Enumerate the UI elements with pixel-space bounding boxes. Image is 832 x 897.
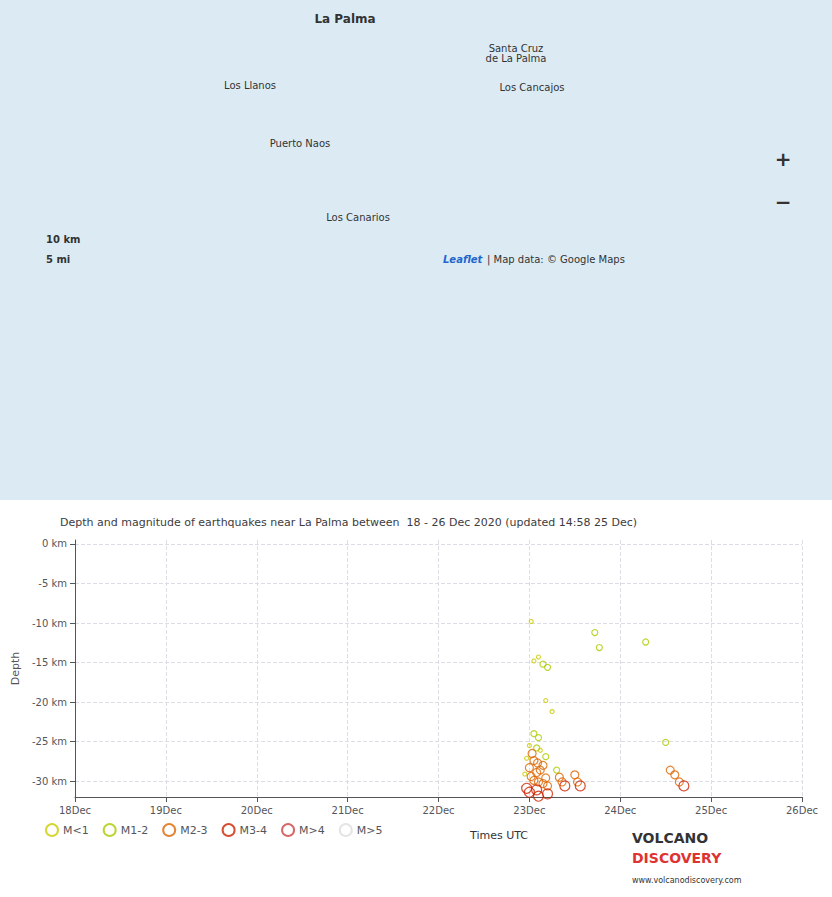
svg-text:−: − <box>775 190 792 214</box>
svg-text:Depth and magnitude of earthqu: Depth and magnitude of earthquakes near … <box>60 516 637 529</box>
svg-text:La Palma: La Palma <box>314 12 375 26</box>
svg-text:DISCOVERY: DISCOVERY <box>632 850 722 866</box>
svg-text:Leaflet: Leaflet <box>443 254 484 265</box>
svg-text:+: + <box>775 147 792 171</box>
svg-text:-20 km: -20 km <box>32 697 67 708</box>
svg-text:Los Canarios: Los Canarios <box>326 212 390 223</box>
svg-text:Depth: Depth <box>9 652 22 686</box>
svg-text:M>4: M>4 <box>299 824 325 837</box>
svg-text:22Dec: 22Dec <box>422 805 454 816</box>
svg-text:M1-2: M1-2 <box>121 824 148 837</box>
svg-text:M3-4: M3-4 <box>240 824 267 837</box>
svg-text:-25 km: -25 km <box>32 736 67 747</box>
svg-text:-30 km: -30 km <box>32 776 67 787</box>
svg-text:de La Palma: de La Palma <box>486 53 547 64</box>
svg-text:19Dec: 19Dec <box>150 805 182 816</box>
svg-text:5 mi: 5 mi <box>46 254 70 265</box>
svg-text:20Dec: 20Dec <box>241 805 273 816</box>
svg-text:-5 km: -5 km <box>38 578 67 589</box>
svg-text:VOLCANO: VOLCANO <box>632 830 708 846</box>
svg-text:26Dec: 26Dec <box>786 805 818 816</box>
svg-text:18Dec: 18Dec <box>59 805 91 816</box>
svg-text:M2-3: M2-3 <box>180 824 207 837</box>
svg-text:-15 km: -15 km <box>32 657 67 668</box>
svg-text:Times UTC: Times UTC <box>469 829 528 842</box>
svg-text:24Dec: 24Dec <box>604 805 636 816</box>
svg-text:23Dec: 23Dec <box>513 805 545 816</box>
svg-text:Santa Cruz: Santa Cruz <box>488 42 544 54</box>
svg-text:21Dec: 21Dec <box>332 805 364 816</box>
svg-text:M<1: M<1 <box>63 824 89 837</box>
svg-text:Los Cancajos: Los Cancajos <box>499 82 564 93</box>
svg-text:10 km: 10 km <box>46 234 80 245</box>
svg-text:M>5: M>5 <box>357 824 383 837</box>
svg-text:Los Llanos: Los Llanos <box>224 80 276 91</box>
svg-text:25Dec: 25Dec <box>695 805 727 816</box>
svg-text:Puerto Naos: Puerto Naos <box>270 138 331 149</box>
svg-text:www.volcanodiscovery.com: www.volcanodiscovery.com <box>632 876 742 885</box>
svg-text:-10 km: -10 km <box>32 618 67 629</box>
svg-text:0 km: 0 km <box>42 538 67 549</box>
svg-text:| Map data: © Google Maps: | Map data: © Google Maps <box>487 254 625 266</box>
